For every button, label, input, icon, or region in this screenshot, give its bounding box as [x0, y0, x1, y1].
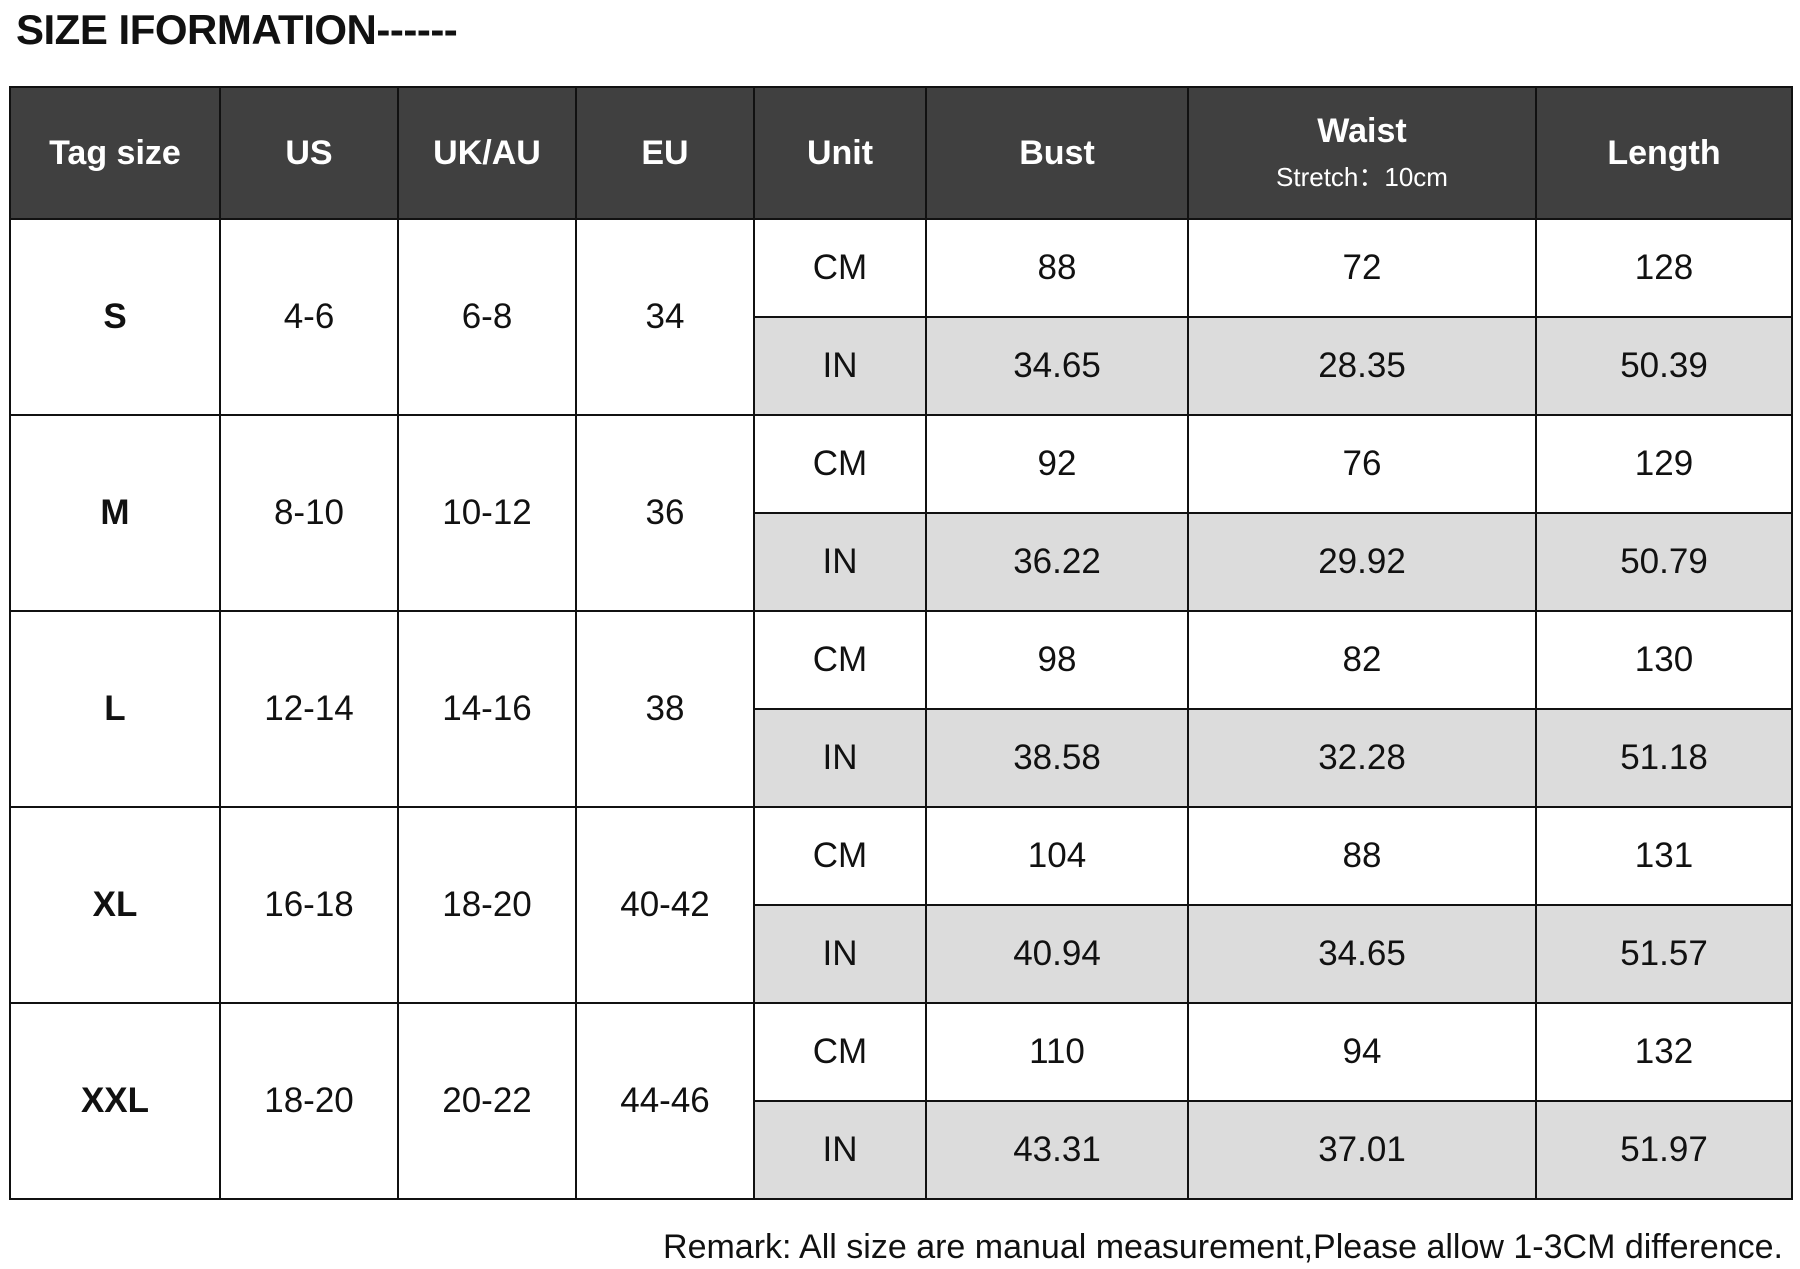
- unit-cell: IN: [753, 512, 927, 612]
- length-cell: 132: [1535, 1002, 1793, 1102]
- column-header: Length: [1535, 86, 1793, 220]
- unit-cell: IN: [753, 904, 927, 1004]
- bust-cell: 36.22: [925, 512, 1189, 612]
- column-header: EU: [575, 86, 755, 220]
- uk-au-size: 14-16: [397, 610, 577, 808]
- title: SIZE IFORMATION------: [16, 6, 458, 53]
- table-body: S 4-6 6-8 34 CM 88 72 128 IN 34.65 28.35 50.39 M 8-10…: [9, 218, 1793, 1200]
- column-title: EU: [641, 133, 689, 172]
- cm-row: L 12-14 14-16 38 CM 98 82 130: [9, 610, 1793, 808]
- us-size: 18-20: [219, 1002, 399, 1200]
- column-title: US: [285, 133, 333, 172]
- cm-row: XXL 18-20 20-22 44-46 CM 110 94 132: [9, 1002, 1793, 1200]
- unit-cell: CM: [753, 1002, 927, 1102]
- tag-size: XXL: [9, 1002, 221, 1200]
- waist-cell: 72: [1187, 218, 1537, 318]
- us-size: 16-18: [219, 806, 399, 1004]
- bust-cell: 104: [925, 806, 1189, 906]
- unit-cell: CM: [753, 414, 927, 514]
- uk-au-size: 20-22: [397, 1002, 577, 1200]
- uk-au-size: 10-12: [397, 414, 577, 612]
- cm-row: M 8-10 10-12 36 CM 92 76 129: [9, 414, 1793, 612]
- size-table: Tag size US UK/AU EU Unit Bust Waist Stretch：10…: [9, 86, 1793, 1200]
- length-cell: 51.18: [1535, 708, 1793, 808]
- column-header: US: [219, 86, 399, 220]
- waist-cell: 88: [1187, 806, 1537, 906]
- length-cell: 131: [1535, 806, 1793, 906]
- waist-cell: 28.35: [1187, 316, 1537, 416]
- bust-cell: 110: [925, 1002, 1189, 1102]
- column-header: Tag size: [9, 86, 221, 220]
- tag-size: L: [9, 610, 221, 808]
- length-cell: 50.39: [1535, 316, 1793, 416]
- length-cell: 51.97: [1535, 1100, 1793, 1200]
- bust-cell: 38.58: [925, 708, 1189, 808]
- in-row: IN 40.94 34.65 51.57: [10, 904, 1793, 1004]
- column-header: Unit: [753, 86, 927, 220]
- waist-cell: 94: [1187, 1002, 1537, 1102]
- us-size: 12-14: [219, 610, 399, 808]
- eu-size: 34: [575, 218, 755, 416]
- bust-cell: 92: [925, 414, 1189, 514]
- column-title: Unit: [806, 133, 874, 172]
- length-cell: 51.57: [1535, 904, 1793, 1004]
- waist-cell: 76: [1187, 414, 1537, 514]
- us-size: 4-6: [219, 218, 399, 416]
- length-cell: 50.79: [1535, 512, 1793, 612]
- column-title: Tag size: [49, 133, 181, 172]
- tag-size: S: [9, 218, 221, 416]
- remark: Remark: All size are manual measurement,…: [663, 1228, 1783, 1266]
- bust-cell: 40.94: [925, 904, 1189, 1004]
- length-cell: 130: [1535, 610, 1793, 710]
- column-title: Length: [1607, 133, 1721, 172]
- eu-size: 40-42: [575, 806, 755, 1004]
- bust-cell: 34.65: [925, 316, 1189, 416]
- length-cell: 128: [1535, 218, 1793, 318]
- waist-cell: 37.01: [1187, 1100, 1537, 1200]
- in-row: IN 43.31 37.01 51.97: [10, 1100, 1793, 1200]
- column-title: Bust: [1019, 133, 1095, 172]
- bust-cell: 98: [925, 610, 1189, 710]
- length-cell: 129: [1535, 414, 1793, 514]
- unit-cell: IN: [753, 708, 927, 808]
- unit-cell: CM: [753, 218, 927, 318]
- waist-cell: 29.92: [1187, 512, 1537, 612]
- unit-cell: CM: [753, 610, 927, 710]
- waist-cell: 82: [1187, 610, 1537, 710]
- waist-cell: 32.28: [1187, 708, 1537, 808]
- eu-size: 44-46: [575, 1002, 755, 1200]
- waist-cell: 34.65: [1187, 904, 1537, 1004]
- bust-cell: 88: [925, 218, 1189, 318]
- column-header: UK/AU: [397, 86, 577, 220]
- in-row: IN 38.58 32.28 51.18: [10, 708, 1793, 808]
- unit-cell: CM: [753, 806, 927, 906]
- cm-row: XL 16-18 18-20 40-42 CM 104 88 131: [9, 806, 1793, 1004]
- cm-row: S 4-6 6-8 34 CM 88 72 128: [9, 218, 1793, 416]
- in-row: IN 34.65 28.35 50.39: [10, 316, 1793, 416]
- tag-size: M: [9, 414, 221, 612]
- eu-size: 36: [575, 414, 755, 612]
- uk-au-size: 18-20: [397, 806, 577, 1004]
- column-header: Bust: [925, 86, 1189, 220]
- us-size: 8-10: [219, 414, 399, 612]
- column-header: Waist Stretch：10cm: [1187, 86, 1537, 220]
- in-row: IN 36.22 29.92 50.79: [10, 512, 1793, 612]
- column-title: Waist: [1317, 112, 1407, 150]
- tag-size: XL: [9, 806, 221, 1004]
- eu-size: 38: [575, 610, 755, 808]
- unit-cell: IN: [753, 1100, 927, 1200]
- uk-au-size: 6-8: [397, 218, 577, 416]
- column-title: UK/AU: [433, 133, 541, 172]
- bust-cell: 43.31: [925, 1100, 1189, 1200]
- column-note: Stretch：10cm: [1276, 162, 1448, 192]
- unit-cell: IN: [753, 316, 927, 416]
- header-row: Tag size US UK/AU EU Unit Bust Waist Stretch：10…: [9, 86, 1793, 220]
